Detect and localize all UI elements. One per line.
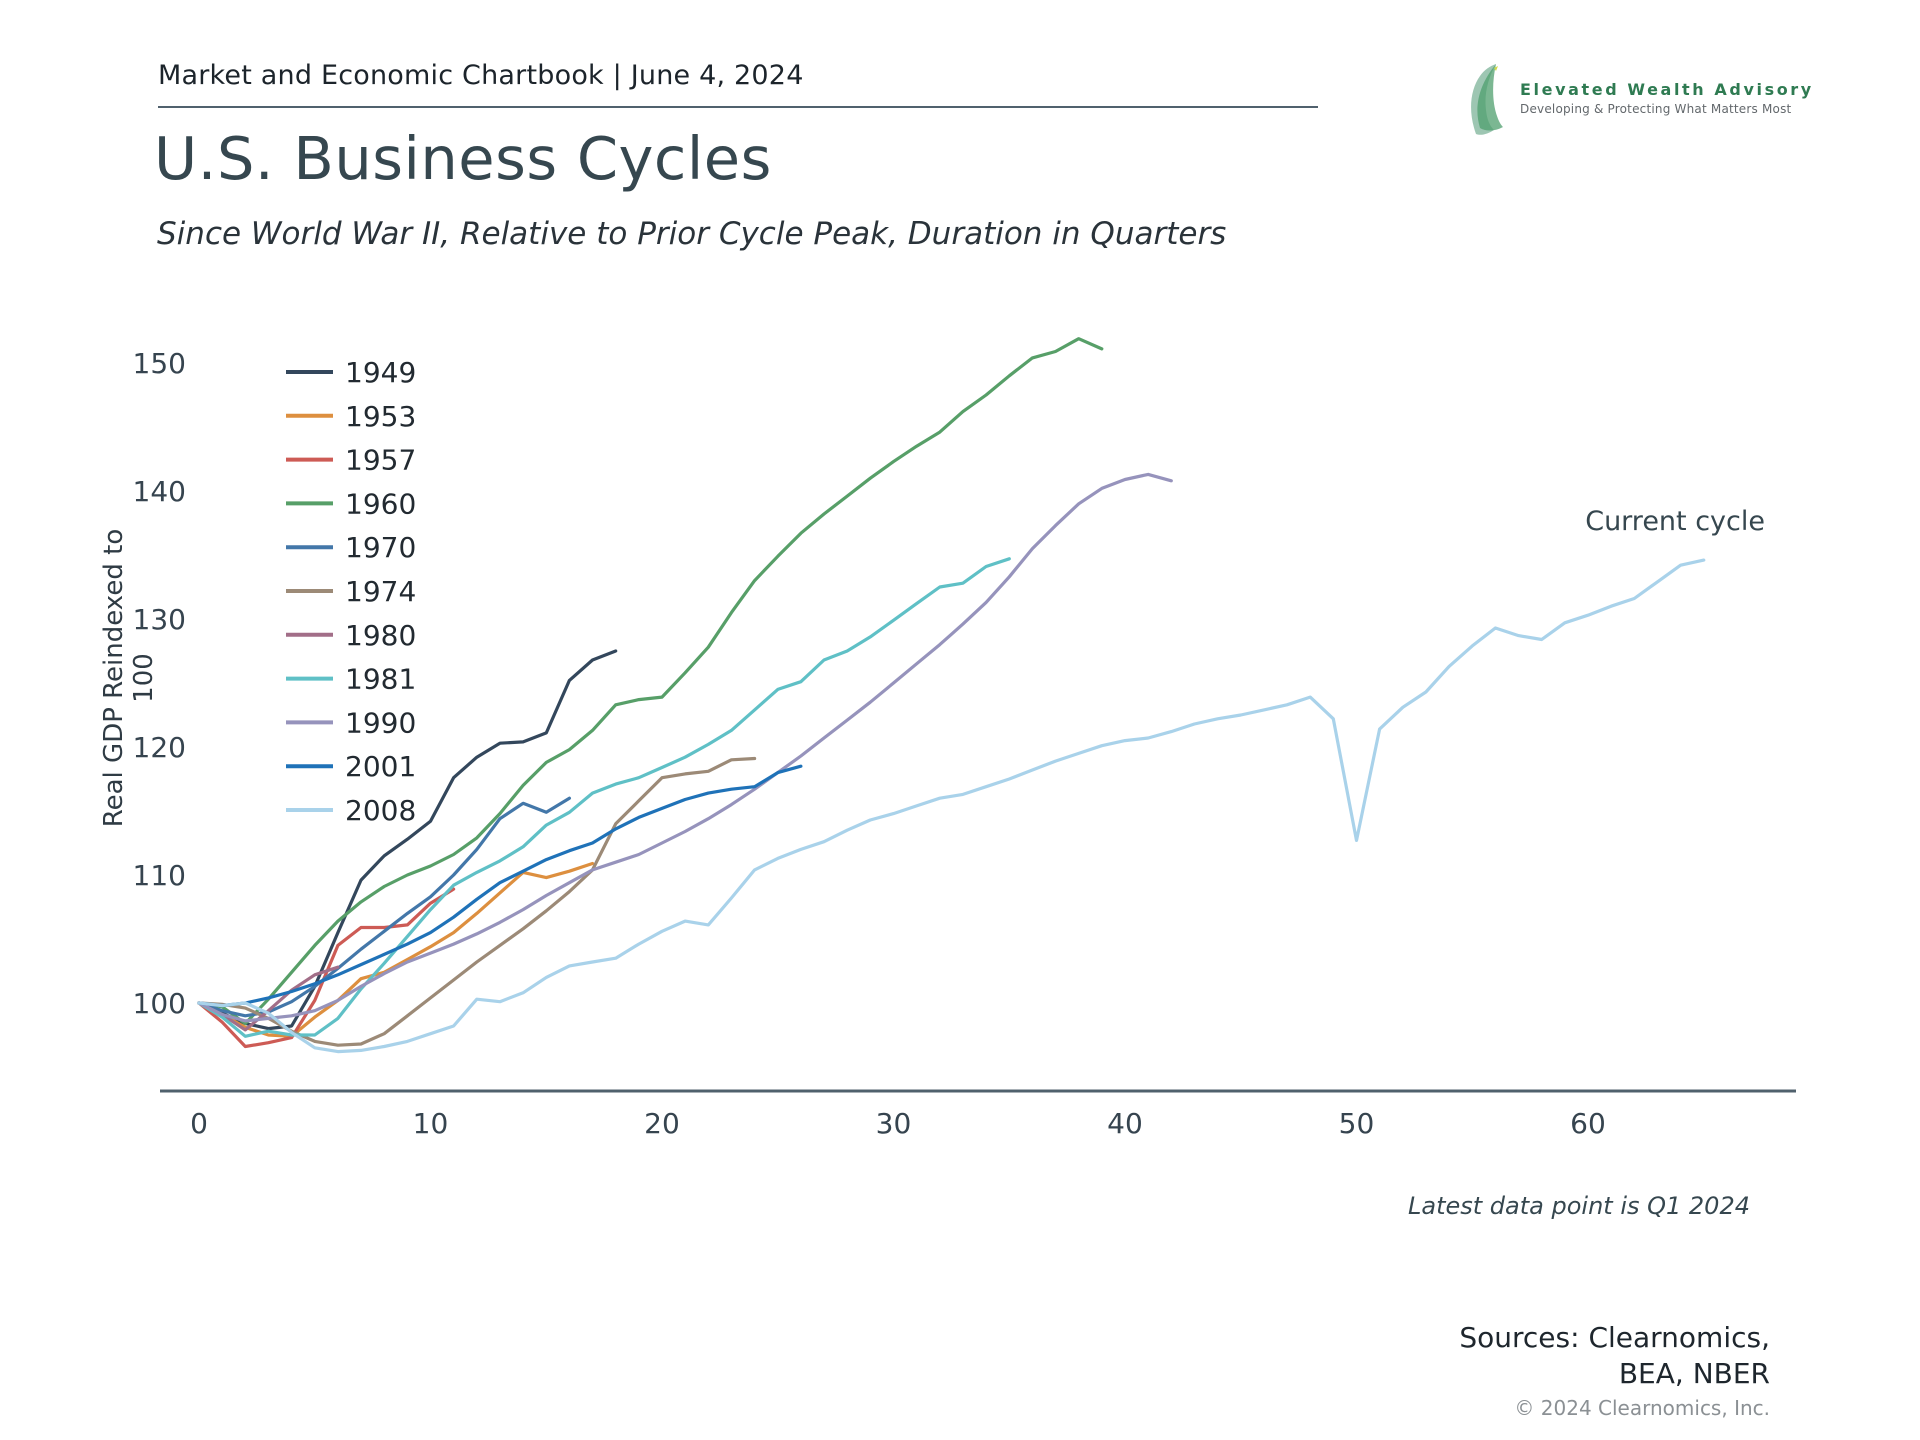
series-line-1970	[197, 796, 572, 1018]
legend-label-1957: 1957	[345, 444, 416, 477]
series-line-1974	[197, 756, 757, 1047]
legend-label-1960: 1960	[345, 487, 416, 520]
x-tick-label-10: 10	[413, 1107, 449, 1140]
copyright-note: © 2024 Clearnomics, Inc.	[1514, 1396, 1770, 1420]
series-line-2001	[197, 764, 803, 1008]
sources-note: Sources: Clearnomics, BEA, NBER	[1270, 1320, 1770, 1392]
x-tick-label-60: 60	[1570, 1107, 1606, 1140]
x-tick-label-30: 30	[876, 1107, 912, 1140]
series-line-1990	[197, 472, 1173, 1023]
y-axis-label: Real GDP Reindexed to 100	[99, 528, 159, 828]
legend-label-1990: 1990	[345, 706, 416, 739]
legend-label-1980: 1980	[345, 619, 416, 652]
series-line-1949	[197, 649, 618, 1031]
logo-brand-name: Elevated Wealth Advisory	[1520, 80, 1814, 99]
legend-label-1981: 1981	[345, 663, 416, 696]
x-tick-label-20: 20	[644, 1107, 680, 1140]
legend-label-2001: 2001	[345, 750, 416, 783]
legend-label-1970: 1970	[345, 531, 416, 564]
y-tick-label-120: 120	[133, 731, 186, 764]
y-tick-label-150: 150	[133, 347, 186, 380]
y-tick-label-130: 130	[133, 603, 186, 636]
x-tick-label-50: 50	[1339, 1107, 1375, 1140]
leaf-swoosh-icon	[1470, 64, 1504, 136]
series-line-1957	[197, 887, 456, 1049]
y-tick-label-140: 140	[133, 475, 186, 508]
legend-label-2008: 2008	[345, 794, 416, 827]
x-tick-label-40: 40	[1107, 1107, 1143, 1140]
company-logo: Elevated Wealth Advisory Developing & Pr…	[1470, 62, 1811, 142]
sources-line-1: Sources: Clearnomics,	[1459, 1321, 1770, 1354]
logo-tagline: Developing & Protecting What Matters Mos…	[1520, 102, 1792, 116]
page-subtitle: Since World War II, Relative to Prior Cy…	[157, 216, 1227, 252]
sources-line-2: BEA, NBER	[1618, 1356, 1770, 1390]
y-tick-label-100: 100	[133, 987, 186, 1020]
latest-data-note: Latest data point is Q1 2024	[1408, 1192, 1750, 1220]
header-divider	[158, 106, 1318, 108]
series-line-1953	[197, 861, 595, 1038]
legend-label-1974: 1974	[345, 575, 416, 608]
chartbook-header: Market and Economic Chartbook | June 4, …	[158, 60, 804, 91]
y-tick-label-110: 110	[133, 859, 186, 892]
current-cycle-annotation: Current cycle	[1585, 506, 1765, 537]
series-line-1981	[197, 557, 1011, 1038]
x-tick-label-0: 0	[190, 1107, 208, 1140]
legend-label-1953: 1953	[345, 400, 416, 433]
legend-label-1949: 1949	[345, 356, 416, 389]
page-title: U.S. Business Cycles	[154, 124, 772, 193]
series-line-1960	[197, 337, 1104, 1026]
series-line-2008	[197, 558, 1706, 1054]
